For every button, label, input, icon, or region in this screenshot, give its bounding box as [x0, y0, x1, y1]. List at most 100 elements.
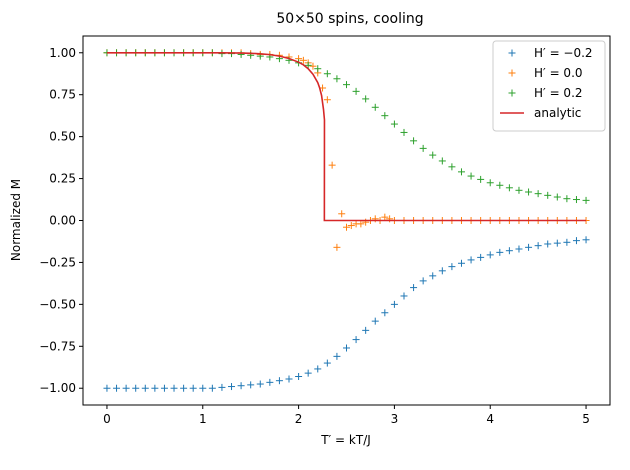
legend-entry: H′ = −0.2 — [534, 46, 593, 60]
data-point — [362, 95, 370, 103]
chart-title: 50×50 spins, cooling — [276, 11, 423, 27]
data-point — [457, 168, 465, 176]
y-tick-label: 0.75 — [49, 88, 76, 102]
data-point — [400, 292, 408, 300]
y-tick-label: −1.00 — [39, 381, 76, 395]
data-point — [508, 89, 516, 97]
data-point — [553, 193, 561, 201]
data-point — [544, 191, 552, 199]
data-point — [477, 253, 485, 261]
data-point — [352, 336, 360, 344]
data-point — [563, 195, 571, 203]
x-tick-label: 2 — [295, 412, 303, 426]
data-point — [477, 175, 485, 183]
data-point — [371, 317, 379, 325]
data-point — [429, 151, 437, 159]
y-tick-label: −0.50 — [39, 297, 76, 311]
data-point — [381, 112, 389, 120]
data-point — [467, 172, 475, 180]
data-point — [309, 62, 317, 70]
data-point — [572, 237, 580, 245]
data-point — [247, 381, 255, 389]
data-point — [333, 352, 341, 360]
data-point — [352, 87, 360, 95]
series-layer — [103, 49, 590, 392]
data-point — [237, 382, 245, 390]
legend: H′ = −0.2 H′ = 0.0 H′ = 0.2 analytic — [492, 40, 606, 132]
data-point — [295, 372, 303, 380]
x-axis-label: T′ = kT/J — [320, 433, 371, 447]
data-point — [505, 184, 513, 192]
data-point — [304, 369, 312, 377]
data-point — [429, 272, 437, 280]
data-point — [328, 161, 336, 169]
data-point — [299, 56, 307, 64]
data-point — [457, 259, 465, 267]
data-point — [582, 236, 590, 244]
data-point — [438, 267, 446, 275]
x-tick-label: 1 — [199, 412, 207, 426]
y-tick-label: 1.00 — [49, 46, 76, 60]
data-point — [343, 344, 350, 352]
y-axis-label: Normalized M — [9, 179, 23, 261]
x-tick-label: 3 — [391, 412, 399, 426]
data-point — [467, 256, 475, 264]
data-point — [496, 248, 504, 256]
y-tick-label: 0.25 — [49, 172, 76, 186]
data-point — [381, 309, 389, 317]
data-point — [266, 378, 274, 386]
data-point — [410, 137, 418, 145]
legend-entry: analytic — [534, 106, 581, 120]
data-point — [419, 277, 427, 285]
y-tick-label: −0.75 — [39, 339, 76, 353]
data-point — [113, 384, 121, 392]
data-point — [582, 196, 590, 204]
data-point — [208, 384, 216, 392]
data-point — [486, 251, 494, 259]
legend-entry: H′ = 0.0 — [534, 66, 583, 80]
data-point — [338, 210, 346, 218]
data-point — [347, 222, 355, 230]
data-point — [218, 383, 226, 391]
data-point — [323, 96, 331, 104]
data-point — [381, 213, 389, 221]
data-point — [438, 157, 446, 165]
y-tick-label: 0.00 — [49, 214, 76, 228]
data-point — [314, 65, 322, 73]
data-point — [410, 284, 418, 292]
data-point — [534, 242, 542, 250]
data-point — [505, 247, 513, 255]
data-point — [448, 263, 456, 271]
data-point — [390, 300, 398, 308]
data-point — [508, 49, 516, 57]
data-point — [343, 223, 350, 231]
data-point — [362, 326, 370, 334]
y-tick-label: −0.25 — [39, 255, 76, 269]
legend-entry: H′ = 0.2 — [534, 86, 583, 100]
y-tick-label: 0.50 — [49, 130, 76, 144]
data-point — [228, 383, 236, 391]
legend-box — [492, 40, 606, 132]
data-point — [496, 181, 504, 189]
data-point — [132, 384, 140, 392]
data-point — [525, 243, 533, 251]
data-point — [199, 384, 207, 392]
x-axis: 0 1 2 3 4 5 — [103, 405, 590, 426]
data-point — [448, 163, 456, 171]
data-point — [515, 186, 523, 194]
data-point — [285, 375, 293, 383]
y-axis: −1.00 −0.75 −0.50 −0.25 0.00 0.25 0.50 0.75 1.00 — [39, 46, 83, 395]
data-point — [371, 103, 379, 111]
data-point — [515, 245, 523, 253]
analytic-line — [106, 51, 587, 222]
data-point — [160, 384, 168, 392]
data-point — [314, 365, 322, 373]
data-point — [390, 120, 398, 128]
data-point — [525, 188, 533, 196]
x-tick-label: 5 — [582, 412, 590, 426]
data-point — [103, 384, 111, 392]
data-point — [343, 81, 350, 89]
data-point — [553, 239, 561, 247]
data-point — [122, 384, 130, 392]
